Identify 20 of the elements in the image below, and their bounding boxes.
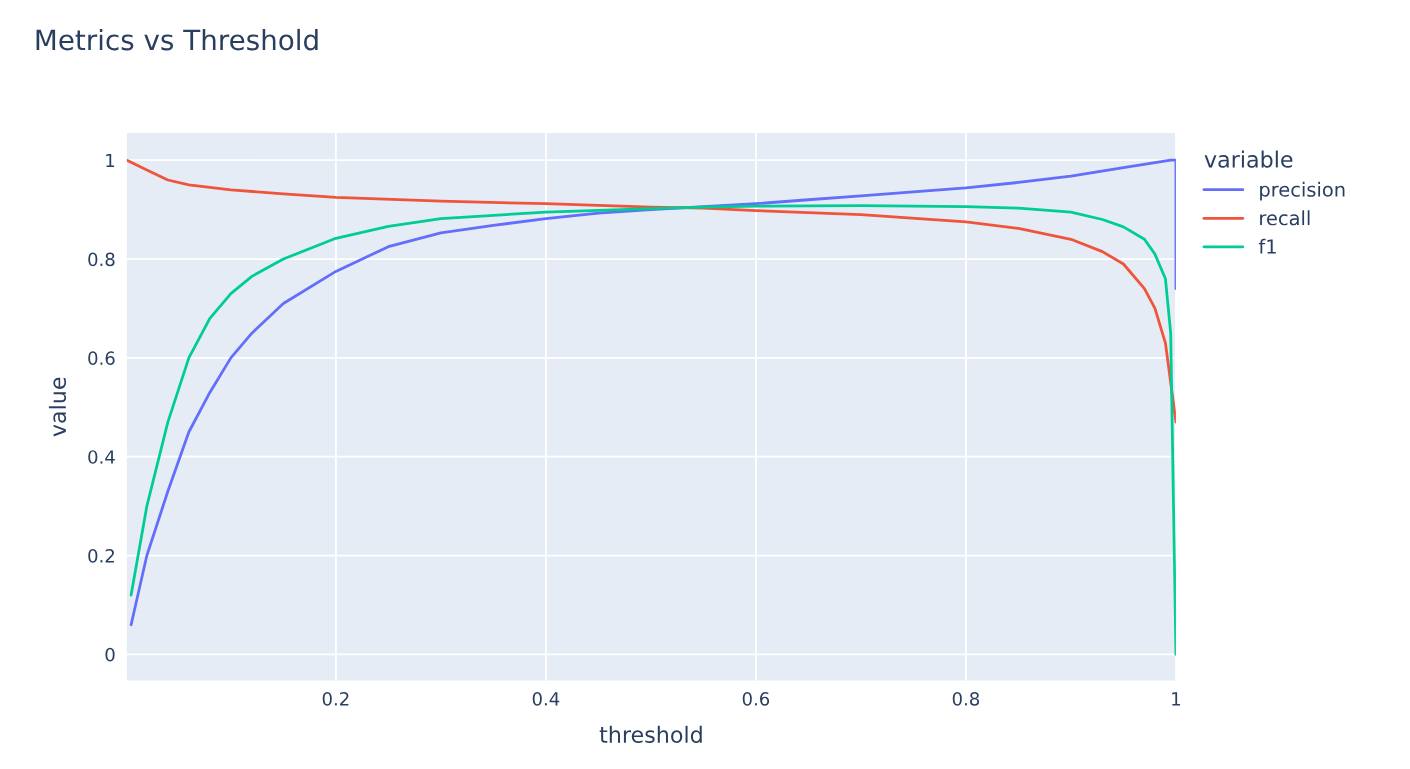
y-axis-title: value xyxy=(48,377,67,437)
legend-label: precision xyxy=(1260,181,1345,201)
x-tick-label: 0.6 xyxy=(742,691,770,706)
legend-label: f1 xyxy=(1258,238,1276,254)
legend-title: variable xyxy=(1204,150,1293,168)
x-axis-title: threshold xyxy=(599,725,702,744)
y-tick-label: 0.4 xyxy=(88,450,115,464)
x-tick-label: 1 xyxy=(1172,692,1181,706)
y-tick-label: 1 xyxy=(106,153,115,168)
x-tick-label: 0.4 xyxy=(532,691,560,706)
line-series xyxy=(129,158,1176,627)
legend-label: recall xyxy=(1260,210,1310,226)
chart-title: Metrics vs Threshold xyxy=(36,28,318,51)
y-tick-label: 0.2 xyxy=(88,549,114,563)
x-tick-label: 0.2 xyxy=(322,691,349,706)
line-series xyxy=(126,158,1176,424)
y-tick-label: 0.8 xyxy=(88,252,115,267)
y-tick-label: 0 xyxy=(105,647,115,662)
x-tick-label: 0.8 xyxy=(952,691,980,706)
y-tick-label: 0.6 xyxy=(88,351,115,365)
